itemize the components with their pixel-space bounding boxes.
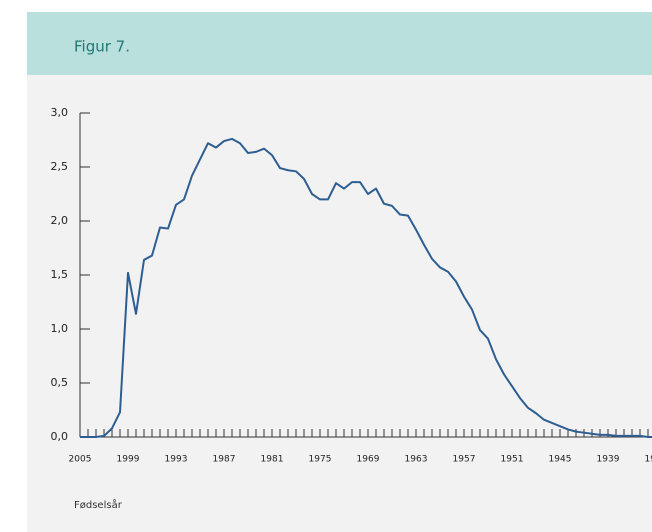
header-band [27,12,652,75]
y-tick-label: 2,5 [51,160,69,173]
x-tick-label: 1975 [309,455,332,465]
panel [27,12,652,532]
y-tick-label: 2,0 [51,214,69,227]
x-tick-label: 2005 [69,455,92,465]
x-tick-label: 1951 [501,455,524,465]
y-tick-label: 0,0 [51,430,69,443]
x-tick-label: 1945 [549,455,572,465]
x-tick-label: 1957 [453,455,476,465]
y-tick-label: 3,0 [51,106,69,119]
data-line [80,137,652,438]
chart-title: Figur 7. [74,38,130,56]
x-tick-label: 1939 [597,455,620,465]
y-tick-label: 1,5 [51,268,69,281]
x-tick-label: 1993 [165,455,188,465]
y-tick-label: 0,5 [51,376,69,389]
x-tick-label: 1999 [117,455,140,465]
x-axis-label: Fødselsår [74,498,123,511]
x-tick-label: 1969 [357,455,380,465]
y-tick-label: 1,0 [51,322,69,335]
x-tick-label: 1933 [645,455,652,465]
x-tick-label: 1981 [261,455,284,465]
x-tick-label: 1987 [213,455,236,465]
x-tick-label: 1963 [405,455,428,465]
